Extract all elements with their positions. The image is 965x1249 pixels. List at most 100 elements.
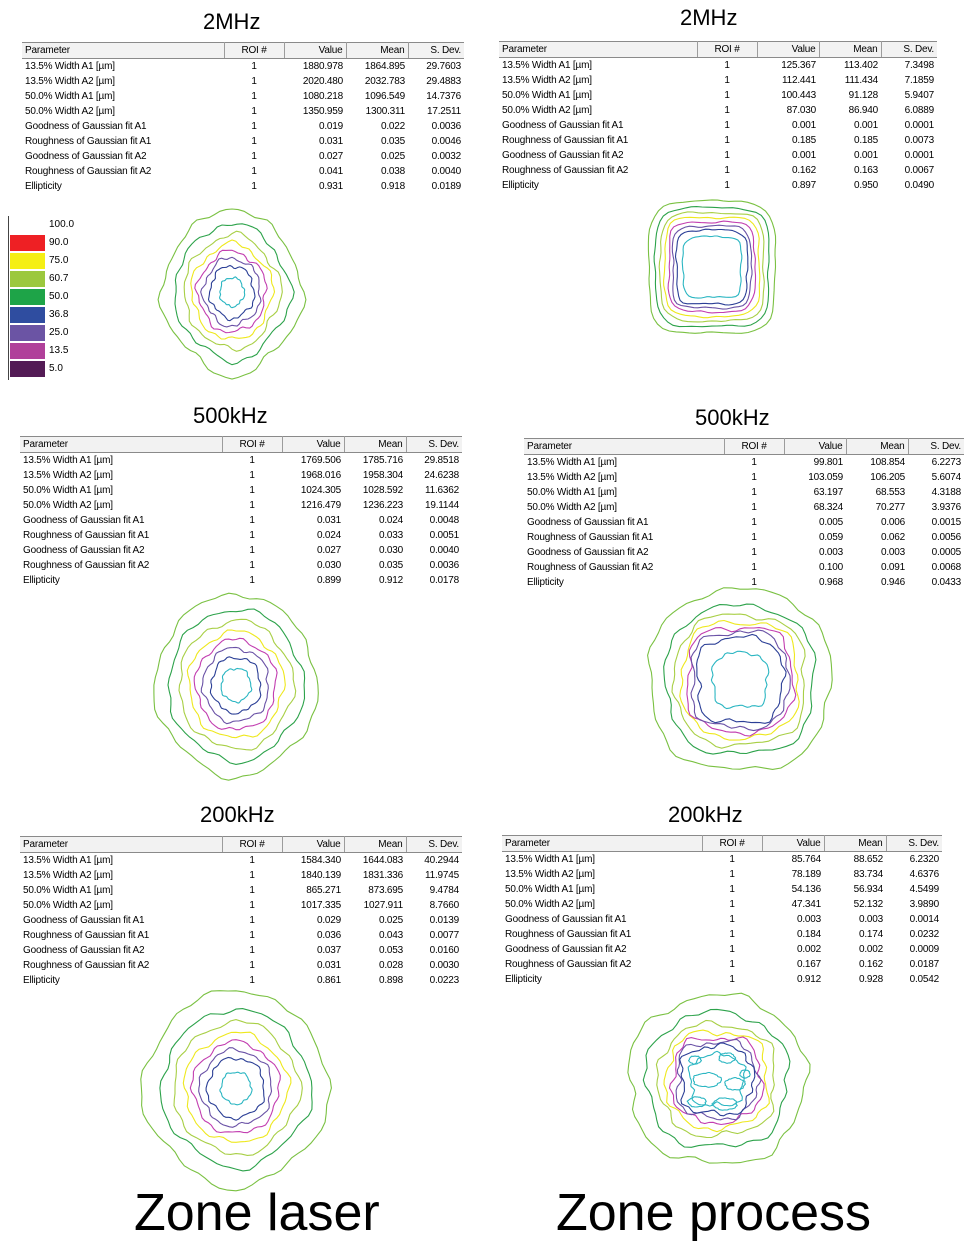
sdev-cell: 0.0067 <box>904 165 935 176</box>
frequency-title-laser-2mhz: 2MHz <box>203 9 261 34</box>
params-table-laser-2mhz: Parameter ROI # Value Mean S. Dev. 13.5% Widt… <box>22 42 464 194</box>
mean-cell: 91.128 <box>848 90 879 101</box>
mean-cell: 0.035 <box>380 136 405 147</box>
roi-cell: 1 <box>729 914 735 925</box>
roi-cell: 1 <box>751 577 757 588</box>
parameter-name: 50.0% Width A1 [µm] <box>505 884 595 895</box>
table-row: 13.5% Width A1 [µm] 1 85.764 88.652 6.2320 <box>502 852 942 868</box>
contour-line <box>627 992 811 1164</box>
mean-cell: 0.006 <box>880 517 905 528</box>
roi-cell: 1 <box>249 560 255 571</box>
contour-line <box>671 613 806 749</box>
table-row: 50.0% Width A2 [µm] 1 87.030 86.940 6.0889 <box>499 103 937 118</box>
column-header: Value <box>282 836 345 853</box>
contour-line <box>189 1039 281 1134</box>
contour-line <box>178 618 297 751</box>
contour-line <box>186 629 286 739</box>
parameter-name: 13.5% Width A1 [µm] <box>25 61 115 72</box>
mean-cell: 0.025 <box>380 151 405 162</box>
sdev-cell: 0.0040 <box>431 166 462 177</box>
value-cell: 0.059 <box>818 532 843 543</box>
parameter-name: Goodness of Gaussian fit A2 <box>25 151 147 162</box>
parameter-name: Roughness of Gaussian fit A1 <box>505 929 632 940</box>
sdev-cell: 0.0073 <box>904 135 935 146</box>
table-row: 13.5% Width A2 [µm] 1 112.441 111.434 7.1859 <box>499 73 937 88</box>
sdev-cell: 8.7660 <box>429 900 460 911</box>
roi-cell: 1 <box>251 181 257 192</box>
contour-island <box>686 1096 707 1108</box>
value-cell: 0.003 <box>818 547 843 558</box>
roi-cell: 1 <box>751 532 757 543</box>
mean-cell: 0.162 <box>858 959 883 970</box>
legend-entry: 13.5 <box>9 342 79 360</box>
contour-line <box>207 264 256 322</box>
legend-swatch <box>10 253 45 269</box>
parameter-name: 13.5% Width A1 [µm] <box>502 60 592 71</box>
parameter-name: Roughness of Gaussian fit A2 <box>527 562 654 573</box>
parameter-name: Ellipticity <box>25 181 62 192</box>
zone-process-caption: Zone process <box>556 1184 872 1242</box>
roi-cell: 1 <box>729 929 735 940</box>
sdev-cell: 0.0005 <box>931 547 962 558</box>
sdev-cell: 6.0889 <box>904 105 935 116</box>
roi-cell: 1 <box>249 870 255 881</box>
value-cell: 1017.335 <box>300 900 341 911</box>
mean-cell: 0.003 <box>880 547 905 558</box>
mean-cell: 0.185 <box>853 135 878 146</box>
table-row: Goodness of Gaussian fit A2 1 0.027 0.030 0.… <box>20 543 462 558</box>
parameter-name: Roughness of Gaussian fit A1 <box>23 930 150 941</box>
legend-swatch <box>10 235 45 251</box>
table-row: 13.5% Width A1 [µm] 1 1769.506 1785.716 29.8… <box>20 453 462 469</box>
roi-cell: 1 <box>729 854 735 865</box>
sdev-cell: 0.0048 <box>429 515 460 526</box>
mean-cell: 108.854 <box>870 457 905 468</box>
roi-cell: 1 <box>249 500 255 511</box>
value-cell: 54.136 <box>791 884 822 895</box>
column-header: S. Dev. <box>408 42 464 59</box>
legend-swatch <box>10 289 45 305</box>
mean-cell: 88.652 <box>853 854 884 865</box>
contour-line <box>663 603 817 755</box>
sdev-cell: 5.6074 <box>931 472 962 483</box>
column-header: Mean <box>344 436 407 453</box>
sdev-cell: 4.6376 <box>909 869 940 880</box>
column-header: ROI # <box>724 438 785 455</box>
roi-cell: 1 <box>249 515 255 526</box>
sdev-cell: 0.0015 <box>931 517 962 528</box>
contour-line <box>674 228 749 306</box>
parameter-name: Goodness of Gaussian fit A2 <box>23 945 145 956</box>
mean-cell: 0.946 <box>880 577 905 588</box>
legend-label: 5.0 <box>49 363 63 374</box>
mean-cell: 106.205 <box>870 472 905 483</box>
table-row: 13.5% Width A2 [µm] 1 1968.016 1958.304 24.6… <box>20 468 462 483</box>
table-row: 50.0% Width A1 [µm] 1 1080.218 1096.549 14.7… <box>22 89 464 104</box>
contour-line <box>153 592 319 781</box>
contour-line <box>679 619 800 741</box>
parameter-name: Ellipticity <box>505 974 542 985</box>
params-table-process-2mhz: Parameter ROI # Value Mean S. Dev. 13.5% Widt… <box>499 41 937 193</box>
sdev-cell: 0.0178 <box>429 575 460 586</box>
contour-line <box>173 1019 303 1156</box>
contour-line <box>159 1008 313 1172</box>
contour-line <box>663 216 761 319</box>
mean-cell: 0.043 <box>378 930 403 941</box>
column-header: Parameter <box>524 438 725 455</box>
value-cell: 63.197 <box>813 487 844 498</box>
table-row: Ellipticity 1 0.912 0.928 0.0542 <box>502 972 942 987</box>
sdev-cell: 0.0032 <box>431 151 462 162</box>
value-cell: 0.931 <box>318 181 343 192</box>
value-cell: 0.005 <box>818 517 843 528</box>
parameter-name: Roughness of Gaussian fit A1 <box>502 135 629 146</box>
sdev-cell: 9.4784 <box>429 885 460 896</box>
sdev-cell: 0.0187 <box>909 959 940 970</box>
column-header: S. Dev. <box>406 836 462 853</box>
table-row: 50.0% Width A2 [µm] 1 1017.335 1027.911 8.76… <box>20 898 462 913</box>
legend-swatch <box>10 325 45 341</box>
table-row: Roughness of Gaussian fit A2 1 0.031 0.028 0… <box>20 958 462 973</box>
parameter-name: Roughness of Gaussian fit A1 <box>527 532 654 543</box>
parameter-name: Goodness of Gaussian fit A2 <box>527 547 649 558</box>
params-table-process-500khz: Parameter ROI # Value Mean S. Dev. 13.5% Widt… <box>524 438 964 590</box>
value-cell: 0.899 <box>316 575 341 586</box>
contour-line <box>686 627 797 737</box>
parameter-name: Goodness of Gaussian fit A1 <box>23 515 145 526</box>
